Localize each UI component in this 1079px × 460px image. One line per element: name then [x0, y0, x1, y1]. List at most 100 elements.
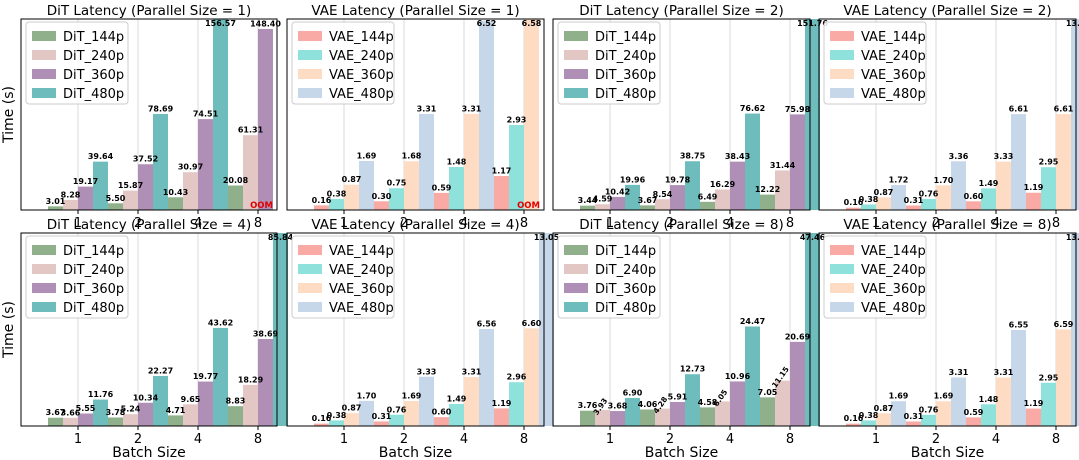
value-label: 0.87: [342, 404, 362, 413]
value-label: 22.27: [148, 366, 173, 375]
bar-vae-360p: [464, 377, 479, 426]
value-label: 0.60: [964, 192, 984, 201]
value-label: 5.50: [106, 194, 126, 203]
legend-swatch: [564, 283, 588, 293]
bar-dit-240p: [63, 417, 78, 426]
bar-dit-480p: [685, 161, 700, 210]
value-label: 6.49: [698, 192, 718, 201]
value-label: 1.69: [402, 392, 422, 401]
value-label: 0.16: [312, 196, 332, 205]
value-label: 8.83: [226, 397, 246, 406]
x-tick-label: 8: [1052, 216, 1060, 231]
legend-swatch: [32, 50, 56, 60]
value-label: 0.87: [874, 404, 894, 413]
bar-vae-144p: [494, 176, 509, 210]
legend-swatch: [298, 31, 322, 41]
value-label: 7.05: [758, 388, 778, 397]
axes-frame: [818, 232, 1077, 427]
chart-title: VAE Latency (Parallel Size = 8): [843, 217, 1051, 233]
x-tick-label: 4: [726, 432, 734, 447]
value-label: 3.66: [61, 408, 81, 417]
legend-label: DiT_480p: [595, 301, 656, 316]
bar-vae-144p: [434, 192, 449, 210]
bar-vae-144p: [314, 423, 329, 426]
value-label: 0.60: [432, 408, 452, 417]
bar-vae-144p: [494, 408, 509, 426]
bar-dit-240p: [655, 199, 670, 210]
bar-vae-360p: [524, 328, 539, 426]
x-tick-label: 4: [194, 216, 202, 231]
bar-dit-480p: [745, 113, 760, 210]
value-label: 4.71: [166, 406, 186, 415]
value-label: 18.29: [238, 375, 264, 384]
value-label: 78.69: [148, 105, 174, 114]
legend-box: [25, 235, 129, 319]
legend-label: DiT_144p: [595, 30, 656, 45]
x-tick-label: 2: [400, 432, 408, 447]
bar-vae-480p: [479, 328, 494, 426]
value-label: 8.54: [653, 190, 673, 199]
bar-dit-144p: [168, 415, 183, 426]
x-tick-label: 1: [872, 216, 880, 231]
bar-dit-144p: [228, 406, 243, 426]
bar-vae-240p: [1041, 167, 1056, 210]
bar-vae-360p: [404, 161, 419, 210]
bar-vae-360p: [1056, 329, 1071, 426]
x-tick-label: 4: [726, 216, 734, 231]
bar-vae-360p: [936, 401, 951, 426]
x-tick-label: 8: [254, 432, 262, 447]
value-label: 1.72: [889, 176, 909, 185]
value-label: 2.95: [1039, 373, 1059, 382]
axes-frame: [552, 232, 811, 427]
value-label: 2.95: [1039, 158, 1059, 167]
value-label: 0.76: [919, 405, 939, 414]
bar-vae-480p: [419, 113, 434, 210]
bar-vae-480p: [359, 160, 374, 210]
bar-vae-144p: [906, 205, 921, 210]
bar-vae-480p: [951, 377, 966, 426]
chart-panel: 0.16 0.31 0.59 1.19 0.38 0.76 1.48 2.95 0.87 1.69…: [818, 217, 1079, 460]
bar-vae-240p: [981, 404, 996, 426]
legend-swatch: [32, 245, 56, 255]
legend-label: DiT_240p: [63, 263, 124, 278]
legend-label: VAE_360p: [861, 282, 926, 297]
bar-dit-240p: [715, 189, 730, 210]
bar-vae-240p: [329, 420, 344, 426]
value-label: 19.77: [193, 372, 218, 381]
legend-label: VAE_360p: [861, 68, 926, 83]
value-label: 13.17: [1066, 19, 1079, 28]
bar-vae-240p: [1041, 382, 1056, 426]
value-label: 76.62: [740, 104, 765, 113]
bar-dit-360p: [78, 413, 93, 426]
bar-dit-360p: [610, 411, 625, 426]
bar-vae-480p: [951, 161, 966, 210]
x-tick-label: 2: [666, 432, 674, 447]
bar-dit-240p: [775, 380, 790, 426]
value-label: 9.65: [181, 395, 201, 404]
value-label: 0.87: [342, 175, 362, 184]
bar-dit-360p: [258, 28, 273, 210]
legend-label: VAE_480p: [861, 301, 926, 316]
legend-box: [823, 21, 927, 105]
x-tick-label: 1: [872, 432, 880, 447]
bar-vae-360p: [344, 184, 359, 210]
bar-dit-480p: [153, 114, 168, 210]
bar-dit-360p: [730, 161, 745, 210]
legend-swatch: [564, 245, 588, 255]
bar-dit-360p: [138, 402, 153, 426]
value-label: 85.84: [268, 233, 294, 242]
value-label: 3.31: [462, 368, 482, 377]
value-label: 4.06: [638, 400, 658, 409]
legend-label: VAE_480p: [329, 301, 394, 316]
bar-dit-480p: [213, 19, 228, 210]
x-tick-label: 8: [520, 432, 528, 447]
x-axis-label: Batch Size: [379, 445, 452, 460]
bar-dit-240p: [183, 404, 198, 426]
bar-dit-144p: [580, 410, 595, 426]
value-label: 3.01: [46, 197, 66, 206]
bar-vae-480p: [1071, 19, 1079, 210]
legend-label: VAE_360p: [329, 282, 394, 297]
bar-dit-360p: [790, 341, 805, 426]
legend-swatch: [298, 245, 322, 255]
value-label: 1.69: [357, 151, 377, 160]
